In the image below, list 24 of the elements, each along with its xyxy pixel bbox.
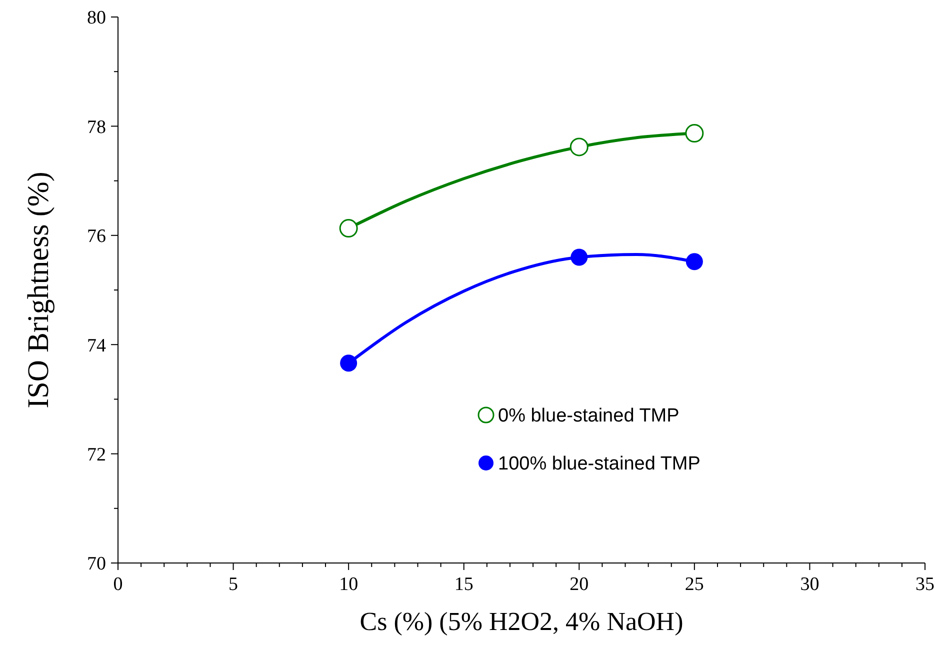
- legend-label: 0% blue-stained TMP: [498, 406, 680, 427]
- x-tick-label: 0: [113, 574, 123, 595]
- x-axis-title: Cs (%) (5% H2O2, 4% NaOH): [360, 607, 684, 636]
- x-tick-label: 5: [228, 574, 238, 595]
- y-tick-label: 74: [87, 335, 106, 356]
- x-tick-label: 20: [570, 574, 589, 595]
- x-tick-label: 30: [800, 574, 820, 595]
- point: [686, 253, 703, 270]
- y-tick-label: 78: [87, 116, 106, 138]
- y-tick-label: 72: [87, 444, 106, 466]
- point: [340, 354, 358, 372]
- x-tick-label: 25: [684, 574, 704, 595]
- y-tick-label: 70: [87, 554, 106, 575]
- y-tick-label: 76: [87, 226, 106, 248]
- x-tick-label: 35: [916, 574, 934, 595]
- point: [570, 138, 588, 156]
- legend-label: 100% blue-stained TMP: [498, 454, 700, 475]
- y-tick-label: 80: [87, 8, 106, 29]
- x-tick-label: 10: [339, 574, 358, 595]
- x-tick-label: 15: [454, 574, 474, 595]
- point: [570, 248, 588, 266]
- point: [339, 219, 358, 238]
- y-axis-title: ISO Brightness (%): [22, 172, 55, 408]
- point: [685, 124, 704, 143]
